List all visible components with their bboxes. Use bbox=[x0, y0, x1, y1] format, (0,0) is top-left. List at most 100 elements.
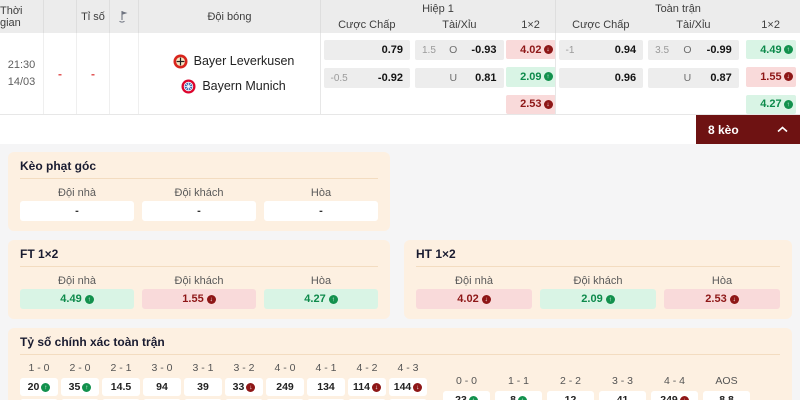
group-title-half1: Hiệp 1 bbox=[422, 2, 454, 15]
score-label-7: 4 - 1 bbox=[315, 361, 337, 374]
fulltime-handicap-1-odds: 0.96 bbox=[614, 72, 637, 84]
away-team-row[interactable]: Bayern Munich bbox=[181, 79, 286, 94]
fulltime-overunder-1-side: U bbox=[683, 72, 692, 84]
draw-score-column-AOS: AOS 8.8 bbox=[703, 373, 750, 400]
draw-score-odds-5[interactable]: 8.8 bbox=[703, 391, 750, 400]
draw-score-odds-value-0: 23 bbox=[455, 394, 467, 400]
ht-odds-cell-0[interactable]: 4.02 ↓ bbox=[416, 289, 532, 309]
half1-1x2-2-value: 2.53 bbox=[520, 98, 542, 111]
match-time: 21:30 14/03 bbox=[0, 33, 44, 114]
half1-overunder-0-side: O bbox=[449, 44, 458, 56]
away-score: - bbox=[77, 33, 110, 114]
score-label-0: 1 - 0 bbox=[28, 361, 50, 374]
fulltime-1x2-0-value: 4.49 bbox=[760, 43, 782, 56]
score-odds-9-0[interactable]: 144 ↓ bbox=[389, 378, 427, 396]
fulltime-1x2-0[interactable]: 4.49 ↑ bbox=[745, 40, 796, 60]
trend-down-icon: ↓ bbox=[543, 99, 553, 109]
corner-odds-cell-2[interactable]: - bbox=[264, 201, 378, 221]
score-odds-7-0[interactable]: 134 bbox=[307, 378, 345, 396]
match-date: 14/03 bbox=[7, 75, 36, 88]
half1-1x2-2[interactable]: 2.53 ↓ bbox=[505, 94, 556, 114]
draw-score-label-5: AOS bbox=[715, 374, 738, 387]
draw-score-column-4-4: 4 - 4 249 ↓ bbox=[651, 373, 698, 400]
fulltime-handicap-1[interactable]: 0.96 bbox=[558, 68, 644, 88]
subheader-1x2-h1: 1×2 bbox=[521, 19, 540, 31]
half1-handicap-1-odds: -0.92 bbox=[377, 72, 403, 84]
score-column-2-0: 2 - 035↑9.5↑ bbox=[61, 360, 99, 400]
trend-up-icon: ↑ bbox=[328, 294, 338, 304]
ft-odds-cell-1[interactable]: 1.55 ↓ bbox=[142, 289, 256, 309]
score-column-4-1: 4 - 113419↓ bbox=[307, 360, 345, 400]
fulltime-odds-group: -1 0.94 0.96 3.5 O -0.99 U 0.87 4.49 ↑ 1.55 ↓ 4.27… bbox=[555, 33, 800, 114]
half1-overunder-1[interactable]: U 0.81 bbox=[415, 68, 504, 88]
draw-score-odds-value-4: 249 bbox=[660, 394, 678, 400]
score-column-3-2: 3 - 233↓15.5↓ bbox=[225, 360, 263, 400]
score-odds-value-4-0: 39 bbox=[197, 381, 209, 393]
half1-overunder-0[interactable]: 1.5 O -0.93 bbox=[415, 40, 504, 60]
fulltime-overunder-0[interactable]: 3.5 O -0.99 bbox=[648, 40, 739, 60]
ft-1x2-panel: FT 1×2 Đội nhà Đội khách Hòa 4.49 ↑ 1.55 ↓ 4.2… bbox=[8, 240, 390, 319]
ft-odds-cell-2[interactable]: 4.27 ↑ bbox=[264, 289, 378, 309]
score-odds-8-0[interactable]: 114 ↓ bbox=[348, 378, 386, 396]
corner-column-header-2: Hòa bbox=[310, 186, 332, 199]
draw-score-odds-3[interactable]: 41 bbox=[599, 391, 646, 400]
half1-odds-group: 0.79 -0.5 -0.92 1.5 O -0.93 U 0.81 4.02 ↓ 2.09 ↑ 2… bbox=[320, 33, 556, 114]
draw-score-label-1: 1 - 1 bbox=[507, 374, 529, 387]
corner-column-header-1: Đội khách bbox=[174, 186, 224, 199]
score-odds-1-0[interactable]: 35 ↑ bbox=[61, 378, 99, 396]
ft-column-header-0: Đội nhà bbox=[58, 274, 96, 287]
draw-score-odds-4[interactable]: 249 ↓ bbox=[651, 391, 698, 400]
half1-1x2-0[interactable]: 4.02 ↓ bbox=[505, 40, 556, 60]
ht-odds-value-2: 2.53 bbox=[705, 293, 727, 305]
draw-score-odds-0[interactable]: 23 ↑ bbox=[443, 391, 490, 400]
match-row: 21:30 14/03 - - Bayer Leverkusen Bayern … bbox=[0, 33, 800, 115]
score-odds-2-0[interactable]: 14.5 bbox=[102, 378, 140, 396]
score-odds-value-1-0: 35 bbox=[68, 381, 81, 393]
more-odds-button[interactable]: 8 kèo bbox=[696, 115, 800, 144]
score-label-1: 2 - 0 bbox=[69, 361, 91, 374]
draw-score-label-0: 0 - 0 bbox=[455, 374, 477, 387]
ht-odds-cell-2[interactable]: 2.53 ↓ bbox=[664, 289, 780, 309]
score-column-3-1: 3 - 13910↓ bbox=[184, 360, 222, 400]
table-header: Thời gian Tỉ số Đội bóng Hiệp 1 Cược Chấ… bbox=[0, 0, 800, 33]
fulltime-handicap-0[interactable]: -1 0.94 bbox=[558, 40, 644, 60]
ft-odds-cell-0[interactable]: 4.49 ↑ bbox=[20, 289, 134, 309]
ht-panel-title: HT 1×2 bbox=[416, 247, 780, 267]
half1-overunder-0-line: 1.5 bbox=[422, 44, 436, 56]
trend-up-icon: ↑ bbox=[84, 294, 94, 304]
fulltime-1x2-2-value: 4.27 bbox=[760, 98, 782, 111]
score-odds-value-5-0: 33 bbox=[232, 381, 245, 393]
fulltime-1x2-1[interactable]: 1.55 ↓ bbox=[745, 67, 796, 87]
trend-down-icon: ↓ bbox=[481, 294, 491, 304]
corner-panel-title: Kèo phạt góc bbox=[20, 159, 378, 179]
score-odds-4-0[interactable]: 39 bbox=[184, 378, 222, 396]
draw-score-odds-2[interactable]: 12 bbox=[547, 391, 594, 400]
home-team-row[interactable]: Bayer Leverkusen bbox=[173, 54, 294, 69]
fulltime-1x2-1-value: 1.55 bbox=[760, 70, 782, 83]
score-odds-value-3-0: 94 bbox=[156, 381, 168, 393]
half1-handicap-0[interactable]: 0.79 bbox=[323, 40, 410, 60]
corner-odds-cell-1[interactable]: - bbox=[142, 201, 256, 221]
score-odds-0-0[interactable]: 20 ↑ bbox=[20, 378, 58, 396]
subheader-handicap-ft: Cược Chấp bbox=[572, 19, 630, 31]
ht-column-header-0: Đội nhà bbox=[455, 274, 493, 287]
score-odds-6-0[interactable]: 249 bbox=[266, 378, 304, 396]
ht-1x2-panel: HT 1×2 Đội nhà Đội khách Hòa 4.02 ↓ 2.09 ↑ 2.5… bbox=[404, 240, 792, 319]
trend-down-icon: ↓ bbox=[371, 382, 381, 392]
fulltime-1x2-2[interactable]: 4.27 ↑ bbox=[745, 94, 796, 114]
trend-down-icon: ↓ bbox=[729, 294, 739, 304]
trend-down-icon: ↓ bbox=[679, 395, 689, 400]
score-odds-value-2-0: 14.5 bbox=[110, 381, 132, 393]
fulltime-overunder-1[interactable]: U 0.87 bbox=[648, 68, 739, 88]
ht-odds-cell-1[interactable]: 2.09 ↑ bbox=[540, 289, 656, 309]
correct-score-panel: Tỷ số chính xác toàn trận 1 - 020↑10.5↑2… bbox=[8, 328, 792, 400]
half1-1x2-1[interactable]: 2.09 ↑ bbox=[505, 67, 556, 87]
score-odds-3-0[interactable]: 94 bbox=[143, 378, 181, 396]
score-odds-5-0[interactable]: 33 ↓ bbox=[225, 378, 263, 396]
draw-score-odds-1[interactable]: 8 ↑ bbox=[495, 391, 542, 400]
half1-handicap-1[interactable]: -0.5 -0.92 bbox=[323, 68, 410, 88]
trend-up-icon: ↑ bbox=[468, 395, 478, 400]
corner-odds-cell-0[interactable]: - bbox=[20, 201, 134, 221]
draw-score-column-1-1: 1 - 1 8 ↑ bbox=[495, 373, 542, 400]
score-column-3-0: 3 - 09414 bbox=[143, 360, 181, 400]
